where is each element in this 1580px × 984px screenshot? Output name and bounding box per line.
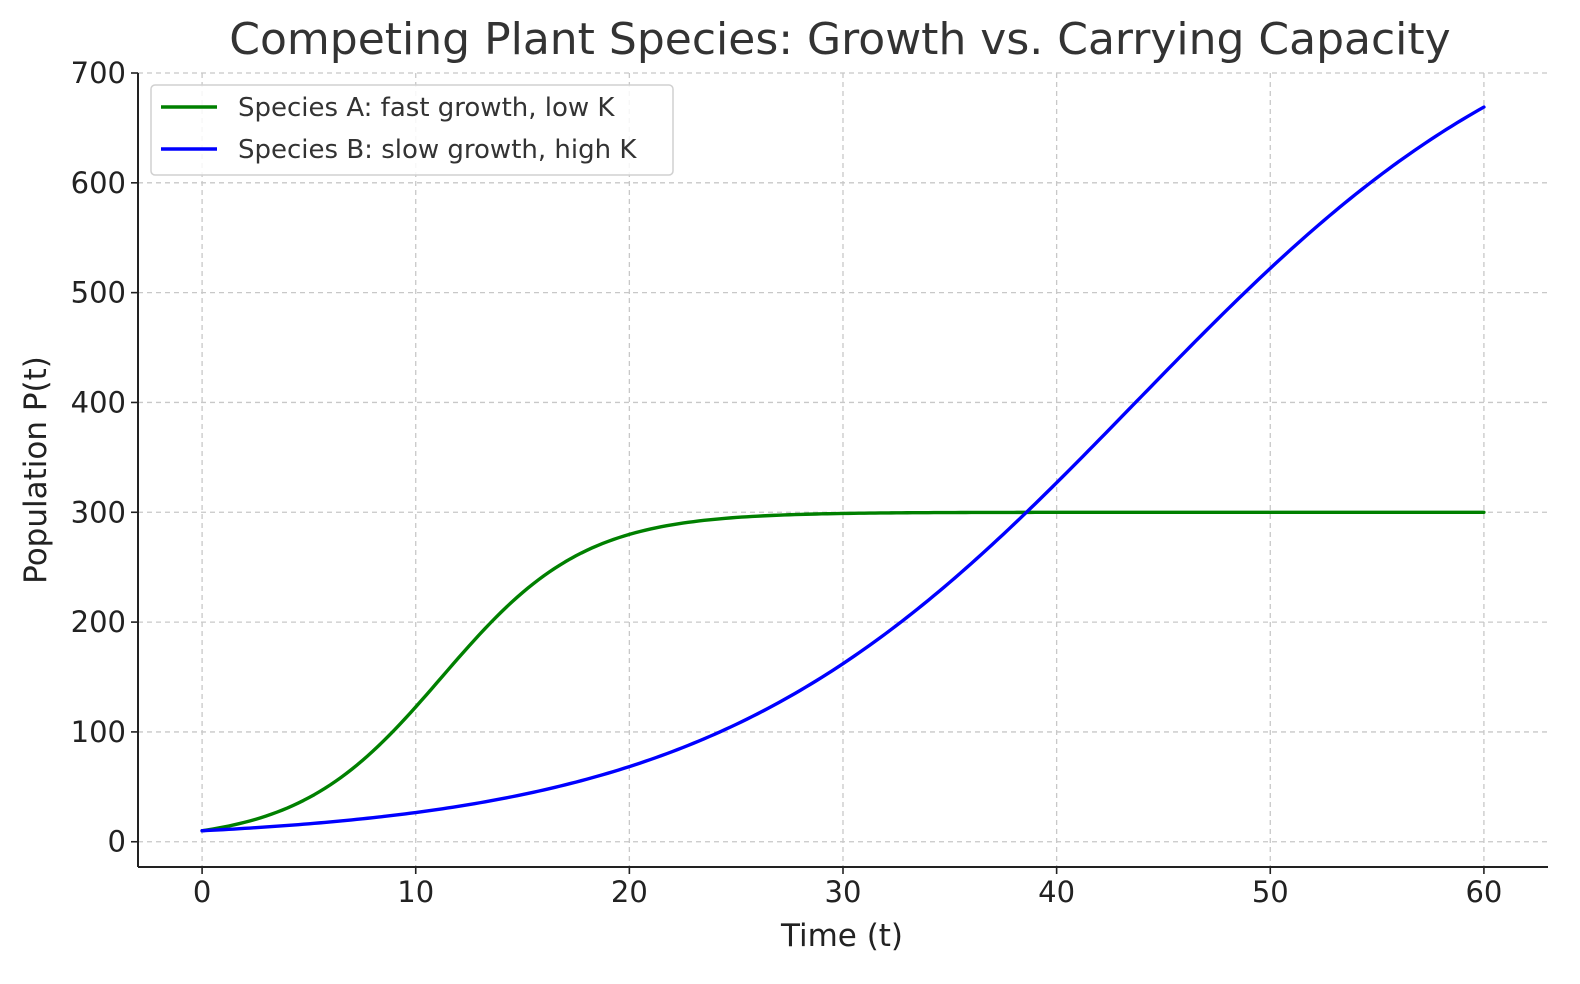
- y-tick-label: 100: [71, 715, 126, 749]
- x-axis-label: Time (t): [780, 918, 903, 954]
- x-tick-label: 50: [1252, 875, 1289, 909]
- chart-title: Competing Plant Species: Growth vs. Carr…: [229, 14, 1450, 65]
- x-tick-label: 60: [1465, 875, 1502, 909]
- x-tick-label: 30: [825, 875, 862, 909]
- series-line-species-b: [200, 105, 1486, 833]
- y-tick-label: 400: [71, 385, 126, 419]
- y-tick-label: 600: [71, 166, 126, 200]
- legend-box: [150, 84, 674, 176]
- x-tick-label: 0: [193, 875, 211, 909]
- y-axis-label: Population P(t): [18, 356, 54, 584]
- y-tick-label: 200: [71, 605, 126, 639]
- series-line-species-a: [200, 510, 1486, 833]
- legend-label-species-b: Species B: slow growth, high K: [238, 135, 637, 165]
- legend-label-species-a: Species A: fast growth, low K: [238, 93, 615, 123]
- y-tick-label: 500: [71, 276, 126, 310]
- x-tick-label: 10: [397, 875, 434, 909]
- y-tick-label: 0: [108, 825, 126, 859]
- series-lines: [200, 105, 1486, 833]
- y-tick-label: 700: [71, 56, 126, 90]
- axes: [131, 72, 1548, 874]
- x-tick-label: 40: [1038, 875, 1075, 909]
- x-tick-label: 20: [611, 875, 648, 909]
- y-tick-label: 300: [71, 495, 126, 529]
- legend: Species A: fast growth, low K Species B: …: [150, 84, 674, 176]
